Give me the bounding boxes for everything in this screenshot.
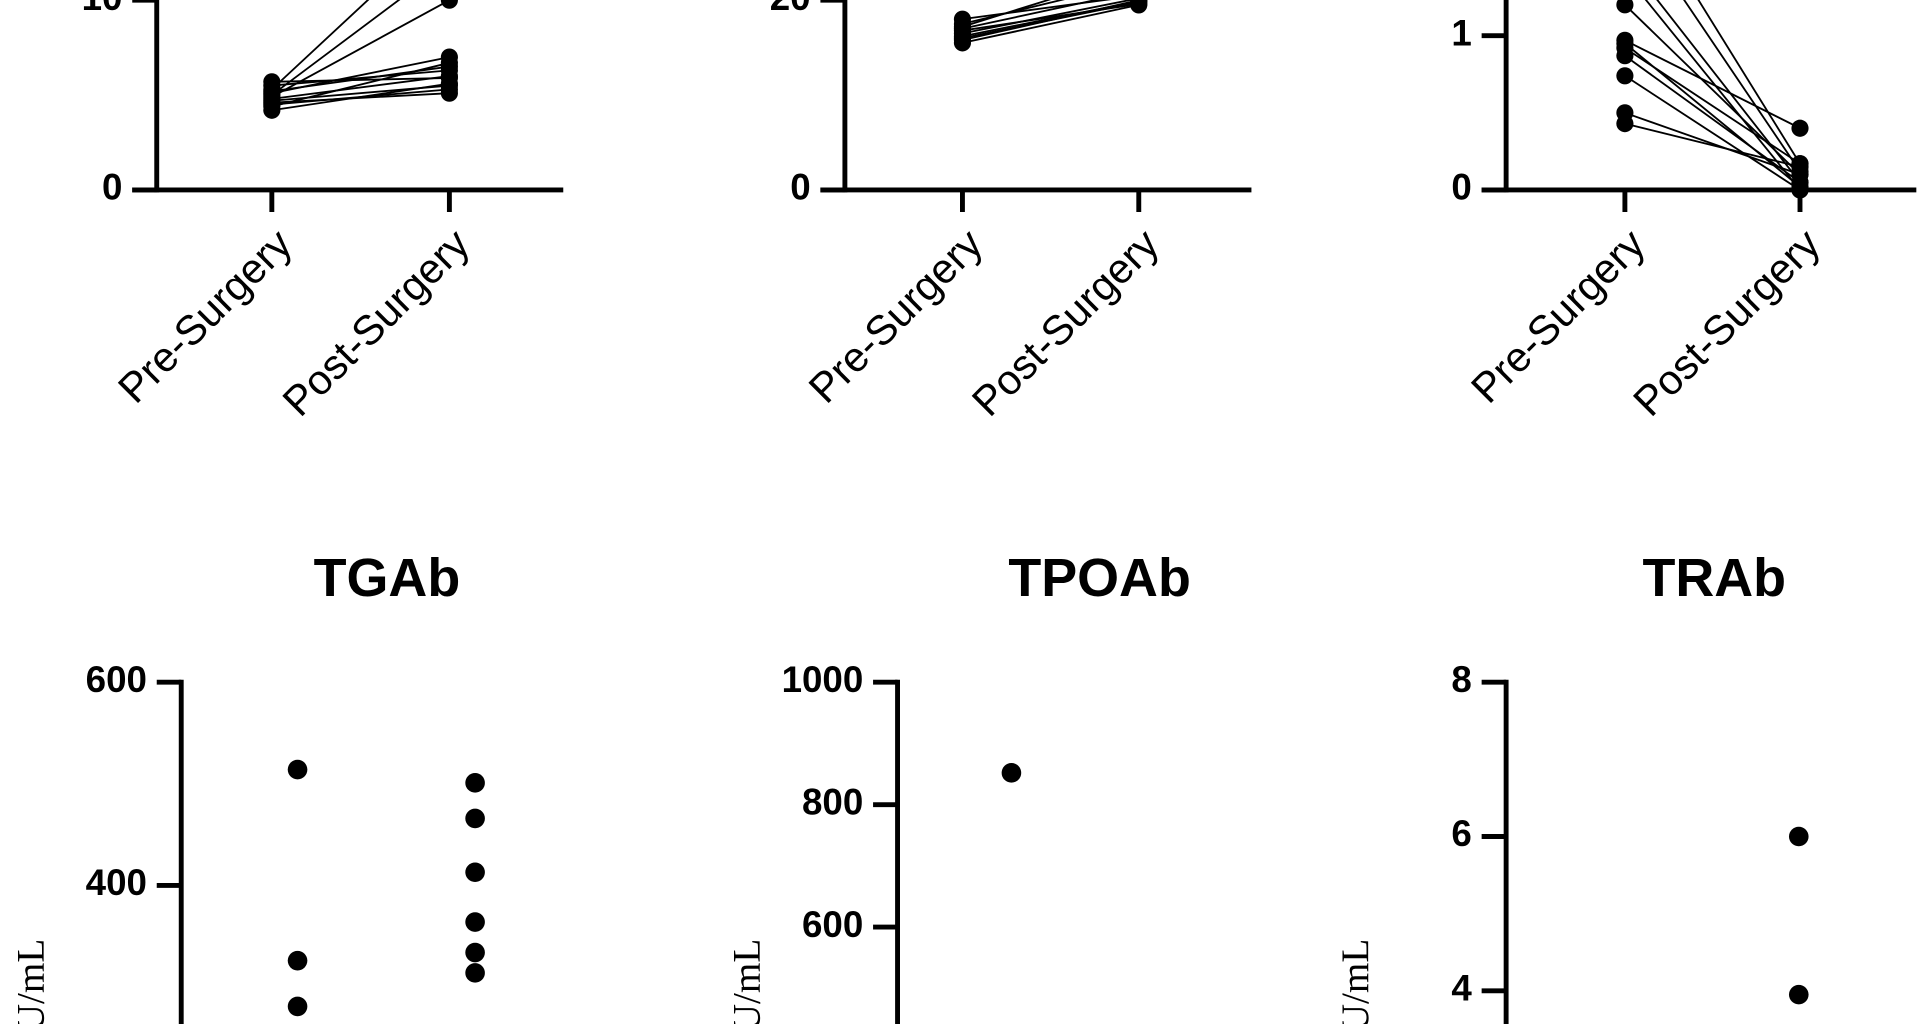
point (1791, 119, 1809, 137)
x-tick-label: Post-Surgery (963, 220, 1168, 425)
pair-line (271, 65, 450, 93)
point (287, 759, 308, 780)
point (465, 862, 485, 883)
point (1616, 0, 1634, 14)
point (1616, 34, 1634, 52)
pair-line (1624, 42, 1801, 188)
point (465, 912, 485, 932)
point (1791, 178, 1809, 196)
point (1791, 155, 1809, 173)
point (465, 942, 485, 963)
y-tick-label: 20 (770, 0, 811, 18)
pair-line (962, 0, 1052, 28)
pair-line (1624, 122, 1801, 168)
y-tick-label: 10 (82, 0, 123, 18)
pair-line (271, 61, 450, 108)
x-tick-label: Post-Surgery (273, 220, 478, 425)
point (287, 996, 308, 1017)
point (440, 0, 458, 9)
point (287, 950, 308, 971)
pair-line (1624, 54, 1801, 183)
pair-line (962, 0, 1135, 35)
point (1616, 115, 1634, 133)
pair-line (1624, 75, 1801, 191)
point (465, 963, 485, 983)
y-tick-label: 8 (1451, 659, 1471, 700)
y-tick-label: 1 (1451, 12, 1471, 53)
point (1130, 0, 1148, 10)
chart-title: TPOAb (1008, 548, 1191, 608)
y-tick-label: 600 (802, 904, 863, 945)
point (263, 94, 281, 112)
y-tick-label: 0 (1451, 167, 1471, 208)
y-tick-label: 600 (86, 659, 147, 700)
point (1788, 826, 1809, 847)
pair-line (1656, 0, 1801, 183)
pair-line (271, 88, 450, 106)
pair-line (962, 0, 1139, 38)
point (953, 27, 972, 45)
pair-line (962, 3, 1139, 32)
chart-title: TGAb (314, 548, 461, 608)
point (1616, 47, 1634, 65)
point (440, 84, 458, 102)
point (465, 773, 485, 793)
point (1788, 984, 1809, 1005)
y-tick-label: 0 (102, 167, 122, 208)
pair-line (962, 0, 1100, 30)
y-tick-label: 400 (86, 862, 147, 903)
x-tick-label: Pre-Surgery (109, 220, 301, 412)
point (1616, 67, 1634, 85)
x-tick-label: Pre-Surgery (1462, 220, 1654, 412)
chart-title: TRAb (1642, 548, 1786, 608)
pair-line (962, 0, 1112, 21)
x-tick-label: Pre-Surgery (799, 220, 991, 412)
pair-line (271, 0, 450, 98)
pair-line (271, 75, 450, 100)
y-tick-label: 1000 (782, 659, 864, 700)
y-tick-label: 800 (802, 781, 863, 822)
pair-line (271, 0, 370, 91)
pair-line (1683, 0, 1801, 172)
pair-line (271, 92, 450, 104)
pair-line (1644, 0, 1801, 191)
y-axis-label: IU/mL (9, 939, 52, 1024)
pair-line (271, 69, 450, 87)
x-tick-label: Post-Surgery (1624, 220, 1829, 425)
pair-line (1697, 0, 1801, 165)
y-axis-label: IU/mL (726, 939, 769, 1024)
pair-line (1624, 111, 1801, 176)
pair-line (271, 0, 401, 96)
pair-line (962, 4, 1139, 44)
pair-line (1624, 39, 1801, 130)
y-axis-label: IU/mL (1334, 939, 1377, 1024)
pair-line (271, 84, 450, 102)
point (440, 58, 458, 76)
point (465, 808, 485, 829)
y-tick-label: 0 (790, 167, 810, 208)
point (1001, 763, 1022, 783)
y-tick-label: 4 (1451, 967, 1472, 1008)
y-tick-label: 6 (1451, 813, 1471, 854)
